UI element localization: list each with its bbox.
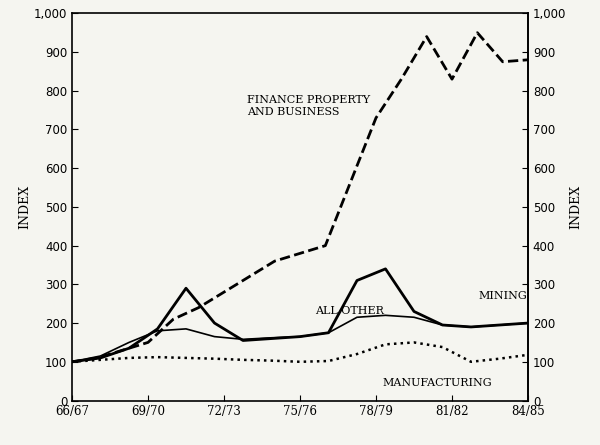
Y-axis label: INDEX: INDEX bbox=[569, 185, 582, 229]
Text: FINANCE PROPERTY
AND BUSINESS: FINANCE PROPERTY AND BUSINESS bbox=[247, 96, 370, 117]
Text: ALL OTHER: ALL OTHER bbox=[315, 307, 384, 316]
Text: MINING: MINING bbox=[479, 291, 527, 301]
Y-axis label: INDEX: INDEX bbox=[18, 185, 31, 229]
Text: MANUFACTURING: MANUFACTURING bbox=[382, 378, 491, 388]
